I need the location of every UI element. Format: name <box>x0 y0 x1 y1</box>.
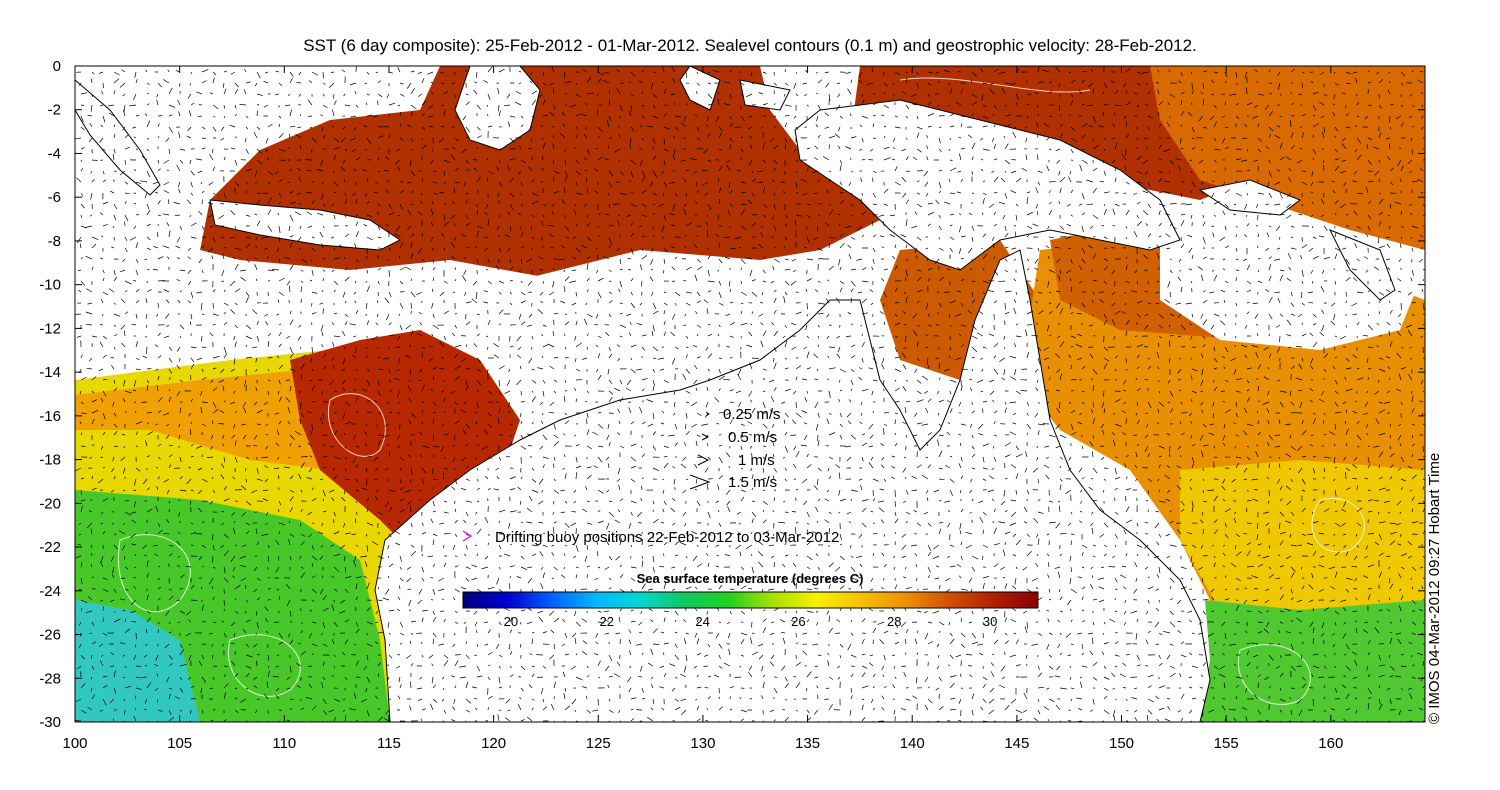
x-tick-label: 125 <box>586 735 611 752</box>
colorbar-tick-label: 22 <box>600 614 614 629</box>
y-tick-label: -20 <box>39 495 61 512</box>
x-tick-label: 155 <box>1214 735 1239 752</box>
sst-field-southwest-cyan <box>75 600 200 722</box>
velocity-legend-arrow-0 <box>705 411 710 417</box>
colorbar-ticks: 20 22 24 26 28 30 <box>504 614 998 629</box>
y-axis: 0 -2 -4 -6 -8 -10 -12 -14 -16 -18 -20 -22 -24 -26 -28 -… <box>39 58 1425 731</box>
buoy-legend: Drifting buoy positions 22-Feb-2012 to 0… <box>462 529 839 546</box>
x-tick-label: 115 <box>377 735 401 752</box>
y-tick-label: -26 <box>39 627 61 644</box>
y-tick-label: -16 <box>39 408 61 425</box>
y-tick-label: -4 <box>48 145 61 162</box>
colorbar-tick-label: 30 <box>983 614 997 629</box>
velocity-legend: 0.25 m/s 0.5 m/s 1 m/s 1.5 m/s <box>689 406 781 491</box>
solomon-islands <box>1328 229 1396 301</box>
borneo-landmass <box>454 66 541 151</box>
y-tick-label: -18 <box>39 452 61 469</box>
y-tick-label: -22 <box>39 539 61 556</box>
velocity-legend-arrow-2 <box>697 454 710 466</box>
x-tick-label: 140 <box>900 735 925 752</box>
sumatra-landmass <box>75 79 161 196</box>
y-tick-label: 0 <box>53 58 61 75</box>
y-tick-label: -30 <box>39 714 61 731</box>
velocity-legend-arrow-1 <box>701 433 710 441</box>
colorbar-tick-label: 26 <box>791 614 805 629</box>
y-tick-label: -6 <box>48 189 61 206</box>
colorbar-tick-label: 28 <box>887 614 901 629</box>
colorbar-title: Sea surface temperature (degrees C) <box>637 571 864 586</box>
buoy-marker-icon <box>462 530 473 542</box>
geostrophic-velocity-arrows <box>75 66 1425 722</box>
new-guinea-landmass <box>794 99 1181 271</box>
imos-credit: © IMOS 04-Mar-2012 09:27 Hobart Time <box>1426 452 1443 724</box>
sst-colorbar: Sea surface temperature (degrees C) 20 22… <box>462 571 1039 629</box>
map-title: SST (6 day composite): 25-Feb-2012 - 01-… <box>303 36 1197 55</box>
y-tick-label: -12 <box>39 320 61 337</box>
x-tick-label: 145 <box>1004 735 1029 752</box>
x-tick-label: 130 <box>690 735 715 752</box>
sst-field-coral-sea-yellow <box>1180 460 1425 630</box>
buoy-legend-label: Drifting buoy positions 22-Feb-2012 to 0… <box>495 529 839 546</box>
colorbar-tick-label: 24 <box>695 614 709 629</box>
velocity-legend-label-1: 0.5 m/s <box>728 429 777 446</box>
plot-frame <box>74 65 1426 723</box>
x-tick-label: 105 <box>167 735 192 752</box>
x-tick-label: 160 <box>1318 735 1343 752</box>
x-tick-label: 100 <box>62 735 87 752</box>
y-tick-label: -14 <box>39 364 61 381</box>
y-tick-label: -10 <box>39 277 61 294</box>
java-landmass <box>209 199 401 251</box>
x-axis: 100 105 110 115 120 125 130 135 140 145 150 155 160 <box>62 66 1343 752</box>
velocity-legend-label-0: 0.25 m/s <box>723 406 781 423</box>
velocity-legend-label-3: 1.5 m/s <box>728 474 777 491</box>
x-tick-label: 110 <box>272 735 296 752</box>
y-tick-label: -24 <box>39 583 61 600</box>
velocity-arrow-field <box>75 66 1425 722</box>
x-tick-label: 120 <box>481 735 506 752</box>
y-tick-label: -28 <box>39 670 61 687</box>
colorbar-tick-label: 20 <box>504 614 518 629</box>
y-tick-label: -2 <box>48 102 61 119</box>
halmahera-landmass <box>739 79 791 111</box>
velocity-legend-arrow-3 <box>689 474 711 490</box>
y-tick-label: -8 <box>48 233 61 250</box>
new-britain-landmass <box>1198 179 1302 216</box>
x-tick-label: 150 <box>1109 735 1134 752</box>
sst-field-tasman-green <box>1200 600 1425 722</box>
x-tick-label: 135 <box>795 735 820 752</box>
velocity-legend-label-2: 1 m/s <box>738 452 775 469</box>
sst-field-west-orange <box>75 370 350 470</box>
plot-area <box>75 66 1425 722</box>
sulawesi-landmass <box>679 66 721 111</box>
colorbar-gradient <box>462 591 1039 609</box>
